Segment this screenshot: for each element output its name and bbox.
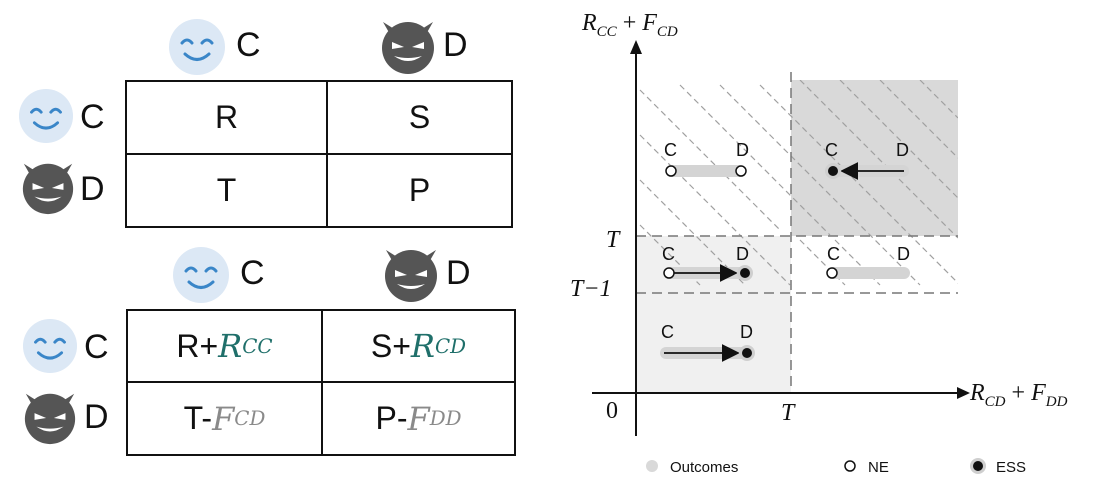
tick-x-T: T [781,400,796,426]
legend-ess-label: ESS [996,459,1026,476]
top-table-divider-h [125,153,513,155]
cell-cd-modified: S+ R CD [370,327,467,365]
tick-origin: 0 [606,398,618,424]
x-axis-arrow [957,387,970,399]
x-axis-label: RCD + FDD [969,380,1068,410]
row-header-d: D [84,398,109,436]
col-header-d: D [446,254,471,292]
tick-y-T: T [606,227,621,253]
phase-diagram: C D C D C D C D C D 0 T T T−1 RCC + FCD RC… [570,10,1068,476]
y-axis-arrow [630,40,642,54]
smiley-face-icon [173,247,229,303]
ne-markers [663,165,838,279]
cell-dd-modified: P- F DD [375,399,462,438]
region-middle-left-c: C [662,244,675,264]
cell-cc-modified: R+ R CC [176,327,273,365]
legend-outcomes-icon [646,460,658,472]
y-axis-label: RCC + FCD [581,10,678,40]
devil-face-icon [22,163,74,215]
row-header-c: C [80,98,105,136]
region-top-left-c: C [664,140,677,160]
region-middle-left-d: D [736,244,749,264]
col-header-c: C [240,254,265,292]
legend-ne-label: NE [868,459,889,476]
devil-face-icon [382,22,434,74]
cell-cc: R [214,99,239,135]
devil-face-icon [385,250,437,302]
cell-dd: P [408,172,431,208]
devil-face-icon [24,393,76,445]
smiley-face-icon [18,88,74,144]
legend-ess-icon [973,461,983,471]
ess-markers [737,163,841,361]
region-top-right-d: D [896,140,909,160]
region-top-left-d: D [736,140,749,160]
legend: Outcomes NE ESS [646,458,1026,476]
bottom-table-divider-h [126,381,516,383]
col-header-c: C [236,26,261,64]
region-middle-right-c: C [827,244,840,264]
region-shade-lower-left [636,236,791,393]
legend-ne-icon [844,460,856,472]
region-bottom-left-d: D [740,322,753,342]
col-header-d: D [443,26,468,64]
region-shade-top-right [791,80,958,236]
cell-cd: S [408,99,431,135]
smiley-face-icon [22,318,78,374]
region-middle-right-d: D [897,244,910,264]
legend-outcomes-label: Outcomes [670,459,738,476]
cell-dc-modified: T- F CD [183,399,266,438]
tick-y-T-minus-1: T−1 [570,276,612,302]
row-header-d: D [80,170,105,208]
cell-dc: T [216,172,237,208]
region-top-right-c: C [825,140,838,160]
region-bottom-left-c: C [661,322,674,342]
smiley-face-icon [169,19,225,75]
row-header-c: C [84,328,109,366]
